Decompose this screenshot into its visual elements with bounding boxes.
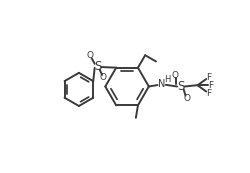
Text: H: H bbox=[164, 75, 170, 84]
Text: O: O bbox=[171, 71, 178, 80]
Text: F: F bbox=[206, 73, 211, 82]
Text: S: S bbox=[94, 60, 101, 73]
Text: F: F bbox=[208, 81, 213, 90]
Text: O: O bbox=[86, 51, 93, 60]
Text: S: S bbox=[177, 80, 184, 93]
Text: O: O bbox=[100, 73, 107, 82]
Text: N: N bbox=[158, 79, 165, 89]
Text: O: O bbox=[184, 94, 191, 103]
Text: F: F bbox=[206, 89, 211, 98]
